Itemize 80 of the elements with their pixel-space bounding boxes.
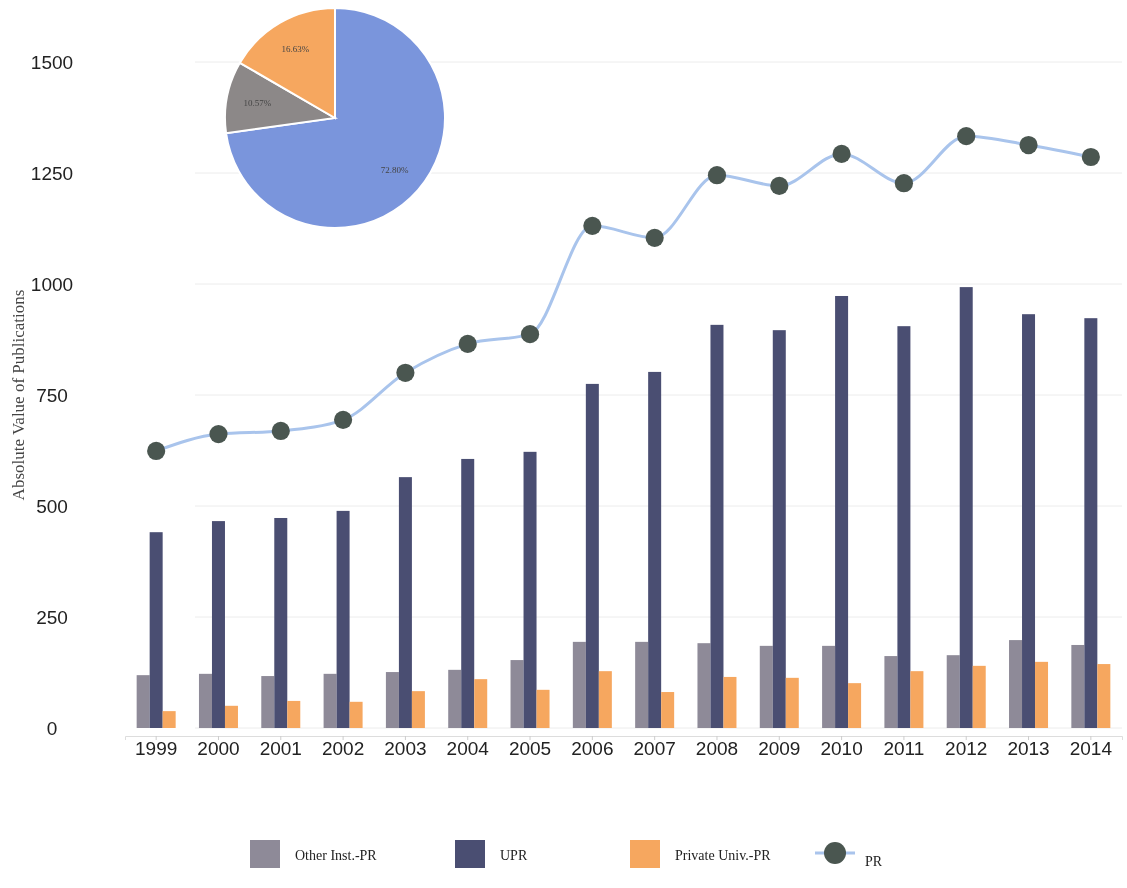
bar: [959, 287, 973, 728]
bar: [224, 705, 238, 728]
y-tick-label: 250: [36, 606, 68, 628]
y-axis-title: Absolute Value of Publications: [9, 289, 28, 501]
x-tick-label: 2013: [1007, 738, 1050, 759]
bar: [149, 532, 163, 728]
bar: [398, 477, 412, 728]
bar: [198, 673, 212, 728]
bar: [461, 458, 475, 728]
bar: [1035, 661, 1049, 728]
bar: [835, 295, 849, 728]
bar: [759, 645, 773, 728]
bar: [635, 641, 649, 728]
x-tick-label: 2009: [758, 738, 801, 759]
pie-slice: [225, 7, 446, 229]
bar: [785, 677, 799, 728]
legend-label: PR: [865, 854, 883, 869]
bar: [336, 510, 350, 728]
bar: [536, 689, 550, 728]
bar: [1084, 318, 1098, 728]
bar: [261, 676, 275, 728]
x-tick-label: 2008: [695, 738, 739, 759]
y-tick-label: 750: [36, 384, 68, 406]
data-label: 16.63%: [281, 44, 310, 55]
x-tick-label: 2000: [197, 738, 240, 759]
x-tick-label: 2006: [571, 738, 614, 759]
bar: [274, 517, 288, 728]
bar: [474, 679, 488, 728]
legend-label: Private Univ.-PR: [675, 848, 772, 863]
bar: [162, 711, 176, 728]
bar: [411, 691, 425, 728]
legend-label: UPR: [500, 848, 528, 863]
bar: [572, 641, 586, 728]
bar: [710, 324, 724, 728]
bar: [287, 700, 301, 728]
bar: [510, 660, 524, 728]
bar: [897, 326, 911, 728]
x-tick-label: 2001: [259, 738, 302, 759]
x-tick-label: 2005: [508, 738, 552, 759]
bar: [648, 371, 662, 728]
x-tick-label: 2004: [446, 738, 490, 759]
bar: [884, 656, 898, 728]
bar: [848, 683, 862, 728]
bar: [598, 671, 612, 728]
bar: [136, 675, 150, 728]
bar: [211, 521, 225, 728]
x-tick-label: 2010: [820, 738, 863, 759]
bar: [772, 330, 786, 728]
bar: [448, 669, 462, 728]
bar: [697, 643, 711, 728]
x-tick-label: 2007: [633, 738, 676, 759]
x-tick-label: 2002: [321, 738, 365, 759]
y-tick-label: 0: [46, 717, 58, 739]
y-tick-label: 1500: [30, 51, 74, 73]
bar: [1097, 664, 1111, 728]
bar: [972, 665, 986, 728]
bar: [385, 672, 399, 728]
bar: [723, 676, 737, 728]
bar: [910, 671, 924, 728]
x-tick-label: 2014: [1069, 738, 1113, 759]
data-label: 10.57%: [243, 97, 272, 108]
legend-label: Other Inst.-PR: [295, 848, 378, 863]
bar: [523, 451, 537, 728]
y-tick-label: 1250: [30, 162, 74, 184]
bar: [946, 655, 960, 728]
y-tick-label: 500: [36, 495, 68, 517]
bar: [822, 645, 836, 728]
y-tick-label: 1000: [30, 273, 74, 295]
bar: [1009, 640, 1023, 728]
bar: [661, 692, 675, 728]
x-tick-label: 2011: [883, 738, 925, 759]
bar: [323, 673, 337, 728]
x-tick-label: 2012: [945, 738, 988, 759]
data-label: 72.80%: [380, 165, 410, 175]
bar: [349, 701, 363, 728]
bar: [1071, 644, 1085, 728]
x-tick-label: 2003: [384, 738, 427, 759]
x-tick-label: 1999: [135, 738, 178, 759]
bar: [1022, 314, 1036, 728]
bar: [585, 383, 599, 728]
